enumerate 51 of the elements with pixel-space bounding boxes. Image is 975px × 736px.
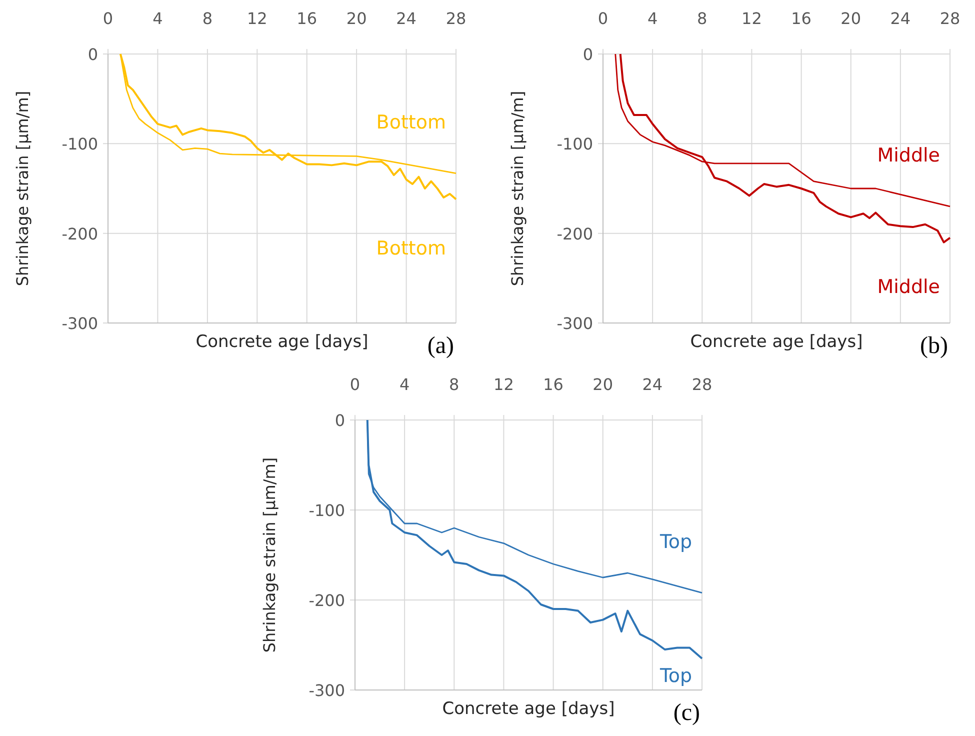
y-tick-label: -200: [308, 591, 345, 610]
x-tick-label: 4: [647, 9, 658, 28]
series-label: Top: [658, 665, 692, 687]
x-tick-label: 16: [543, 375, 564, 394]
x-tick-label: 0: [598, 9, 608, 28]
x-tick-label: 12: [494, 375, 514, 394]
y-tick-label: -200: [556, 224, 593, 244]
y-axis-title: Shrinkage strain [µm/m]: [260, 457, 279, 653]
x-tick-label: 24: [642, 375, 663, 394]
x-axis-title: Concrete age [days]: [196, 332, 368, 352]
y-tick-label: -100: [308, 501, 345, 520]
x-axis-title: Concrete age [days]: [442, 699, 615, 719]
y-tick-label: -300: [62, 314, 98, 333]
x-tick-label: 20: [592, 375, 614, 394]
x-tick-label: 16: [296, 9, 318, 28]
x-tick-label: 28: [692, 375, 712, 394]
x-tick-label: 20: [840, 9, 862, 28]
y-tick-label: 0: [582, 45, 593, 64]
y-axis-title: Shrinkage strain [µm/m]: [508, 90, 527, 286]
y-tick-label: -100: [62, 134, 98, 154]
y-tick-label: -300: [308, 681, 345, 700]
series-label: Bottom: [376, 111, 446, 134]
x-tick-label: 4: [152, 9, 163, 28]
y-tick-label: -200: [62, 224, 98, 244]
text: (c): [673, 700, 700, 726]
x-tick-label: 20: [346, 9, 367, 28]
y-tick-label: -300: [556, 314, 593, 333]
series-label: Middle: [877, 276, 940, 298]
y-tick-label: -100: [556, 134, 593, 154]
y-tick-label: 0: [334, 411, 345, 430]
x-tick-label: 0: [350, 375, 360, 394]
series-label: Middle: [877, 144, 940, 166]
x-tick-label: 8: [697, 9, 708, 28]
series-label: Top: [658, 530, 692, 553]
x-tick-label: 4: [399, 375, 410, 394]
text: Bottom: [376, 237, 446, 260]
x-tick-label: 12: [246, 9, 268, 28]
y-axis-title: Shrinkage strain [µm/m]: [13, 90, 32, 286]
x-tick-label: 12: [742, 9, 762, 28]
x-tick-label: 24: [396, 9, 416, 28]
x-tick-label: 8: [202, 9, 213, 28]
x-tick-label: 16: [791, 9, 812, 28]
y-tick-label: 0: [88, 45, 98, 64]
x-tick-label: 8: [449, 375, 460, 394]
x-axis-title: Concrete age [days]: [690, 332, 863, 352]
x-tick-label: 28: [446, 9, 466, 28]
text: (b): [920, 333, 948, 359]
text: (a): [427, 333, 454, 359]
x-tick-label: 28: [940, 9, 960, 28]
x-tick-label: 0: [102, 9, 114, 28]
x-tick-label: 24: [890, 9, 911, 28]
